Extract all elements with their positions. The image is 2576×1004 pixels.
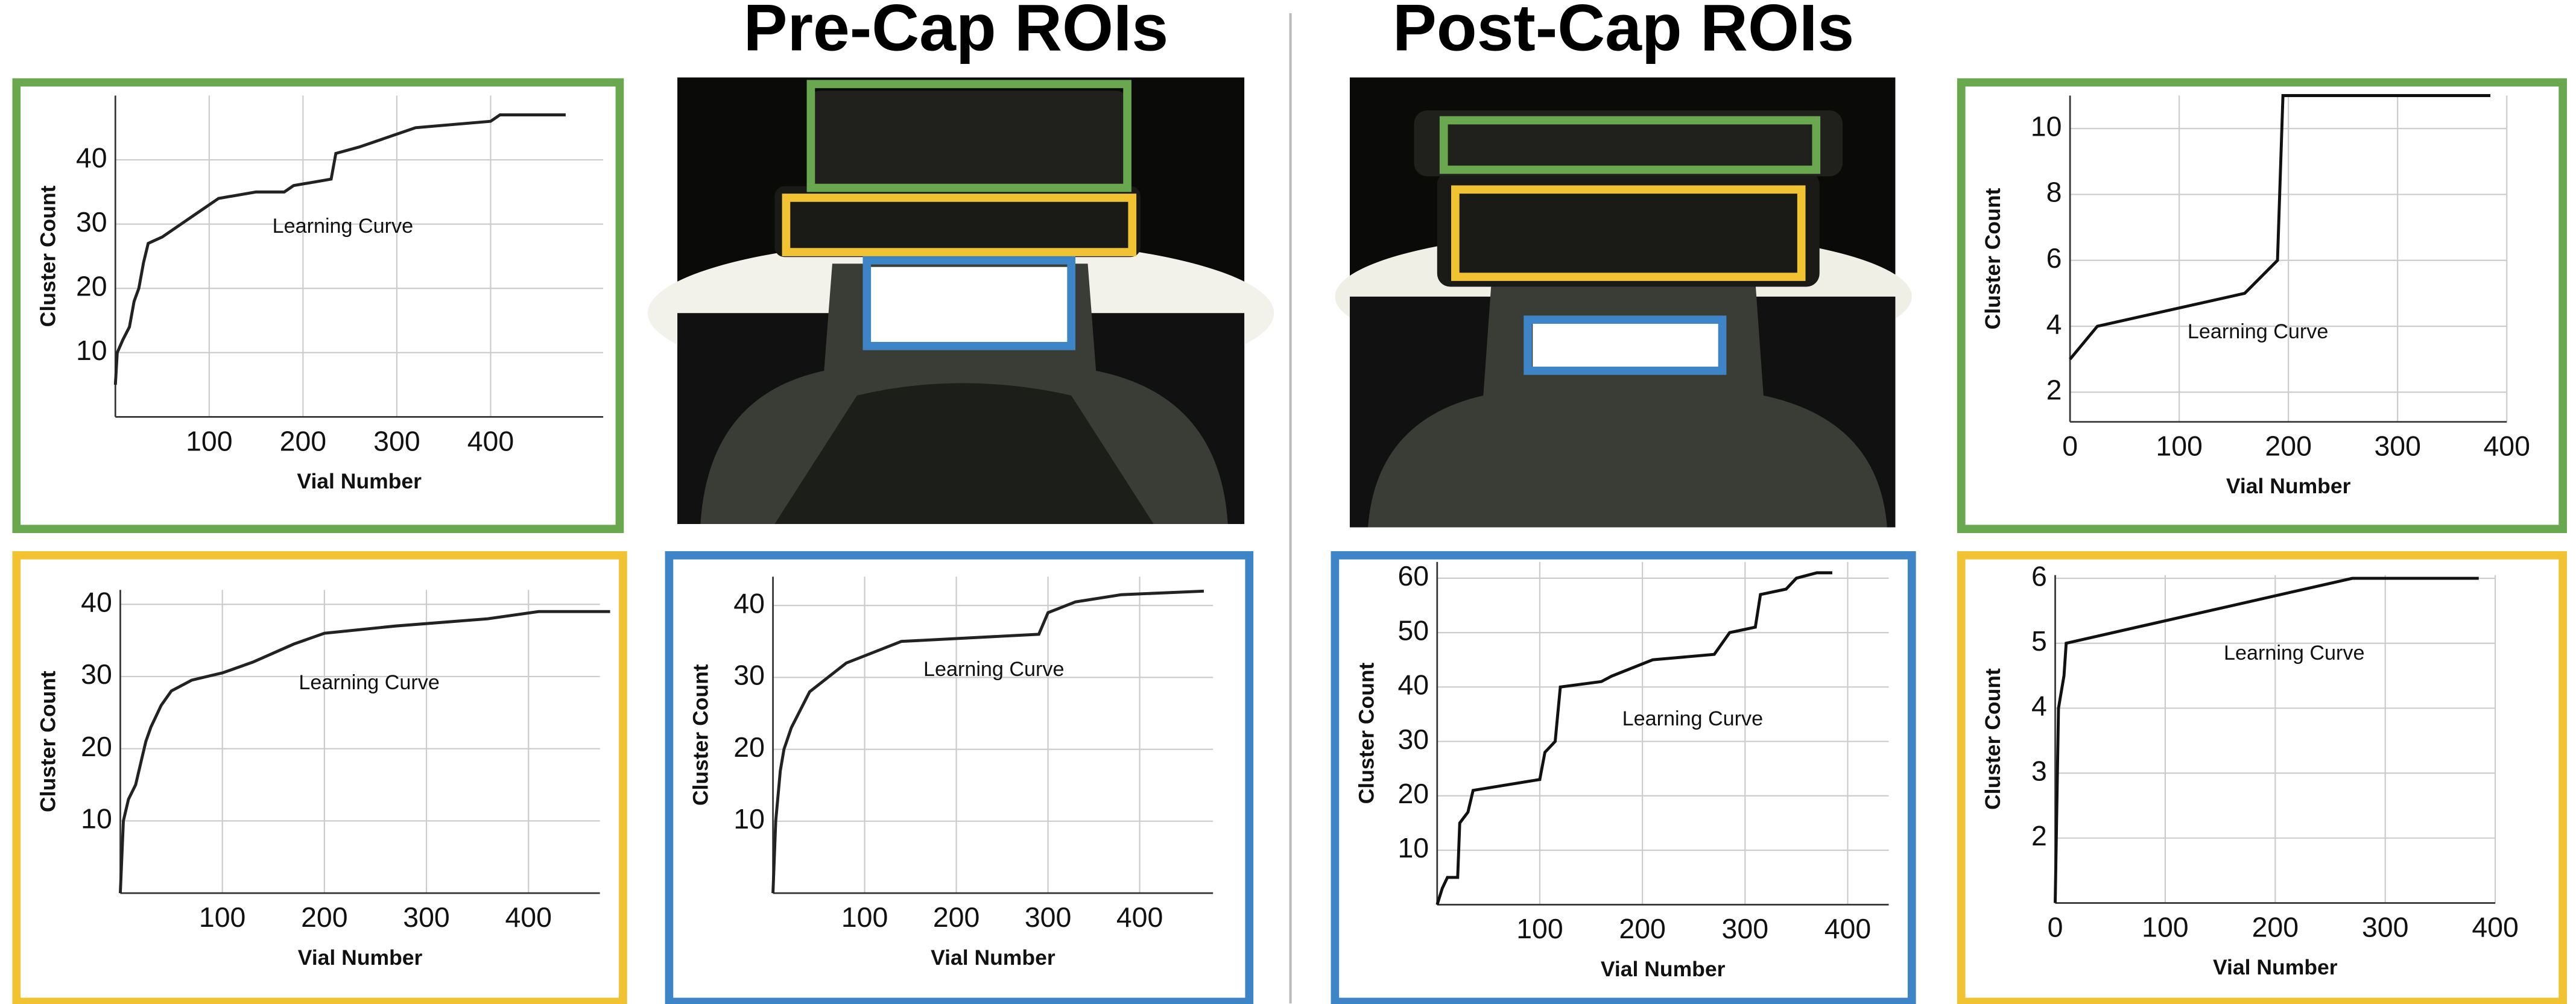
x-tick-label: 400 (467, 425, 514, 456)
x-tick-label: 300 (1025, 901, 1071, 933)
heading: Pre-Cap ROIs (744, 0, 1169, 65)
y-axis-label: Cluster Count (688, 664, 712, 806)
y-axis-label: Cluster Count (1981, 668, 2005, 810)
annotation: Learning Curve (299, 671, 439, 694)
x-tick-label: 300 (2362, 911, 2408, 942)
y-tick-label: 4 (2031, 690, 2047, 722)
x-tick-label: 100 (199, 901, 245, 933)
y-tick-label: 20 (76, 270, 107, 302)
page: Pre-Cap ROIs Post-Cap ROIs 1002003004001… (0, 0, 2576, 1004)
x-tick-label: 100 (1516, 913, 1563, 944)
annotation: Learning Curve (273, 215, 413, 238)
y-axis-label: Cluster Count (36, 671, 60, 812)
x-tick-label: 400 (1824, 913, 1871, 944)
x-tick-label: 400 (505, 901, 551, 933)
y-tick-label: 30 (1397, 724, 1429, 755)
x-tick-label: 200 (1619, 913, 1665, 944)
x-tick-label: 200 (301, 901, 347, 933)
x-axis-label: Vial Number (2226, 474, 2351, 498)
x-tick-label: 300 (373, 425, 420, 456)
y-tick-label: 50 (1397, 614, 1429, 646)
y-axis-label: Cluster Count (36, 185, 60, 327)
y-tick-label: 10 (81, 803, 112, 835)
y-tick-label: 2 (2046, 374, 2062, 406)
learning-curve (115, 115, 566, 385)
x-axis-label: Vial Number (1601, 957, 1726, 981)
y-tick-label: 6 (2031, 560, 2047, 592)
y-tick-label: 30 (76, 206, 107, 238)
x-tick-label: 400 (2472, 911, 2518, 942)
annotation: Learning Curve (1622, 707, 1763, 730)
pre-cap-photo (648, 77, 1274, 524)
x-axis-label: Vial Number (298, 946, 423, 970)
learning-curve (1437, 573, 1832, 905)
x-tick-label: 200 (280, 425, 326, 456)
learning-curve (2055, 578, 2479, 903)
y-tick-label: 5 (2031, 625, 2047, 657)
y-tick-label: 40 (76, 142, 107, 173)
x-tick-label: 100 (2142, 911, 2188, 942)
y-axis-label: Cluster Count (1354, 662, 1378, 804)
chart-frame (16, 555, 623, 1002)
y-tick-label: 10 (76, 335, 107, 366)
y-tick-label: 8 (2046, 177, 2062, 208)
x-tick-label: 0 (2048, 911, 2063, 942)
x-axis-label: Vial Number (931, 946, 1055, 970)
y-tick-label: 6 (2046, 242, 2062, 274)
x-tick-label: 0 (2062, 431, 2078, 462)
chart-frame (669, 555, 1249, 1002)
y-tick-label: 30 (81, 658, 112, 690)
x-tick-label: 200 (2252, 911, 2299, 942)
x-tick-label: 400 (2483, 431, 2530, 462)
chart-frame (1961, 83, 2563, 529)
annotation: Learning Curve (2224, 642, 2364, 665)
y-tick-label: 30 (733, 660, 765, 691)
x-tick-label: 400 (1116, 901, 1163, 933)
x-tick-label: 300 (2374, 431, 2420, 462)
y-tick-label: 40 (81, 586, 112, 617)
y-tick-label: 20 (733, 731, 765, 763)
x-tick-label: 200 (2265, 431, 2311, 462)
x-axis-label: Vial Number (297, 469, 422, 493)
x-tick-label: 200 (933, 901, 979, 933)
y-tick-label: 20 (81, 731, 112, 762)
x-axis-label: Vial Number (2213, 955, 2338, 979)
x-tick-label: 300 (403, 901, 449, 933)
y-axis-label: Cluster Count (1981, 188, 2005, 329)
heading: Post-Cap ROIs (1393, 0, 1854, 65)
y-tick-label: 10 (733, 803, 765, 835)
y-tick-label: 4 (2046, 308, 2062, 339)
y-tick-label: 60 (1397, 560, 1429, 592)
y-tick-label: 10 (2031, 110, 2062, 142)
x-tick-label: 300 (1722, 913, 1768, 944)
y-tick-label: 40 (733, 587, 765, 619)
annotation: Learning Curve (923, 658, 1064, 681)
y-tick-label: 10 (1397, 832, 1429, 864)
post-cap-photo (1335, 77, 1911, 527)
x-tick-label: 100 (186, 425, 232, 456)
x-tick-label: 100 (2156, 431, 2202, 462)
y-tick-label: 2 (2031, 820, 2047, 851)
x-tick-label: 100 (841, 901, 888, 933)
y-tick-label: 20 (1397, 778, 1429, 809)
y-tick-label: 3 (2031, 755, 2047, 786)
learning-curve (120, 611, 610, 893)
y-tick-label: 40 (1397, 669, 1429, 701)
figure: Pre-Cap ROIs Post-Cap ROIs 1002003004001… (0, 0, 2576, 1004)
annotation: Learning Curve (2188, 320, 2328, 343)
